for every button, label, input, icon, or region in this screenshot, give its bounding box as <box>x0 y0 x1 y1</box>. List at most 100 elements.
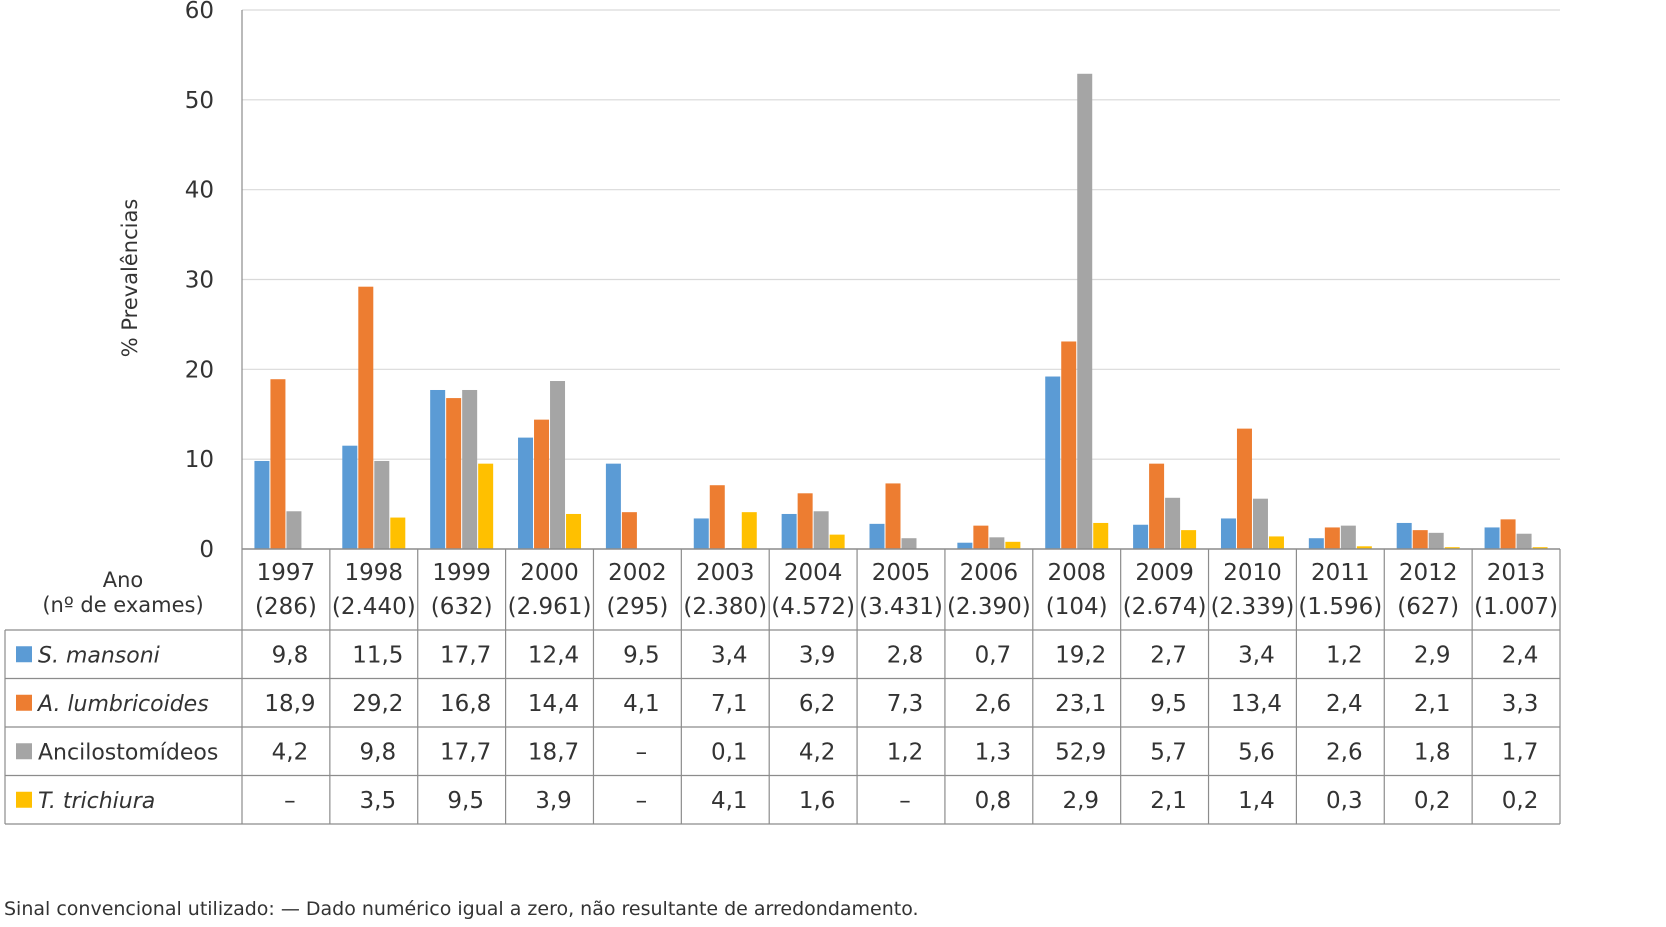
bar-ancilostom-deos-2009 <box>1165 497 1181 549</box>
category-year: 2005 <box>872 560 931 586</box>
data-cell: 19,2 <box>1055 642 1106 668</box>
data-cell: 13,4 <box>1231 691 1282 717</box>
bar-ancilostom-deos-2010 <box>1252 498 1268 549</box>
data-cell: 9,5 <box>447 788 484 814</box>
data-cell: 4,1 <box>623 691 660 717</box>
bar-t-trichiura-2000 <box>566 513 582 549</box>
data-cell: 4,2 <box>799 739 836 765</box>
data-cell: 52,9 <box>1055 739 1106 765</box>
bar-a-lumbricoides-2009 <box>1149 463 1165 549</box>
bar-a-lumbricoides-2011 <box>1324 527 1340 549</box>
category-year: 1998 <box>345 560 404 586</box>
legend-swatch <box>16 791 32 808</box>
data-cell: 16,8 <box>440 691 491 717</box>
data-cell: – <box>899 788 911 814</box>
data-cell: – <box>284 788 296 814</box>
data-cell: 1,2 <box>1326 642 1363 668</box>
bar-t-trichiura-1998 <box>390 517 406 549</box>
data-cell: 29,2 <box>352 691 403 717</box>
category-exams: (104) <box>1046 594 1108 620</box>
bar-ancilostom-deos-2008 <box>1077 73 1093 549</box>
bar-a-lumbricoides-2012 <box>1412 530 1428 549</box>
bar-s-mansoni-2012 <box>1396 522 1412 549</box>
bar-ancilostom-deos-2013 <box>1516 533 1532 549</box>
data-cell: 4,1 <box>711 788 748 814</box>
bar-s-mansoni-2003 <box>693 518 709 549</box>
data-cell: 5,7 <box>1150 739 1187 765</box>
data-cell: 17,7 <box>440 739 491 765</box>
category-exams: (286) <box>255 594 317 620</box>
bar-s-mansoni-2004 <box>781 513 797 549</box>
bar-s-mansoni-1998 <box>342 445 358 549</box>
bar-s-mansoni-2013 <box>1484 527 1500 549</box>
category-year: 1999 <box>432 560 491 586</box>
data-cell: 23,1 <box>1055 691 1106 717</box>
data-cell: 2,1 <box>1150 788 1187 814</box>
data-cell: 11,5 <box>352 642 403 668</box>
legend-label: A. lumbricoides <box>36 692 209 717</box>
data-cell: 1,2 <box>887 739 924 765</box>
data-cell: 9,8 <box>272 642 309 668</box>
data-cell: 5,6 <box>1238 739 1275 765</box>
bar-s-mansoni-2008 <box>1045 376 1061 549</box>
bar-s-mansoni-2009 <box>1133 524 1149 549</box>
category-exams: (4.572) <box>771 594 855 620</box>
category-year: 2013 <box>1487 560 1546 586</box>
data-cell: 0,2 <box>1414 788 1451 814</box>
data-cell: 1,6 <box>799 788 836 814</box>
category-exams: (632) <box>431 594 493 620</box>
data-cell: 2,8 <box>887 642 924 668</box>
category-exams: (2.961) <box>508 594 592 620</box>
bars <box>254 73 1548 549</box>
category-year: 2010 <box>1223 560 1282 586</box>
y-axis: 0 10 20 30 40 50 60 <box>185 0 243 563</box>
data-cell: 0,2 <box>1502 788 1539 814</box>
category-exams: (2.440) <box>332 594 416 620</box>
data-cell: 3,4 <box>1238 642 1275 668</box>
data-cell: 3,3 <box>1502 691 1539 717</box>
data-cell: 9,5 <box>1150 691 1187 717</box>
bar-a-lumbricoides-2000 <box>534 419 550 549</box>
bar-ancilostom-deos-2004 <box>813 511 829 549</box>
bar-t-trichiura-2010 <box>1268 536 1284 549</box>
legend-swatch <box>16 694 32 711</box>
y-axis-label: % Prevalências <box>118 199 142 358</box>
category-year: 2009 <box>1135 560 1194 586</box>
category-year: 2000 <box>520 560 579 586</box>
category-exams: (2.674) <box>1123 594 1207 620</box>
bar-t-trichiura-2011 <box>1356 546 1372 549</box>
category-year: 2002 <box>608 560 667 586</box>
y-tick-label: 30 <box>185 268 214 294</box>
data-cell: 2,4 <box>1502 642 1539 668</box>
row-header-year: Ano <box>103 568 144 592</box>
y-tick-label: 40 <box>185 178 214 204</box>
data-cell: 2,4 <box>1326 691 1363 717</box>
data-cell: 0,7 <box>975 642 1012 668</box>
bar-ancilostom-deos-2012 <box>1428 532 1444 549</box>
data-cell: 3,9 <box>535 788 572 814</box>
data-cell: – <box>636 788 648 814</box>
bar-a-lumbricoides-2008 <box>1061 341 1077 549</box>
data-cell: 0,3 <box>1326 788 1363 814</box>
data-cell: 1,8 <box>1414 739 1451 765</box>
y-tick-label: 20 <box>185 357 214 383</box>
bar-a-lumbricoides-2010 <box>1236 428 1252 549</box>
category-exams: (1.596) <box>1298 594 1382 620</box>
y-tick-label: 50 <box>185 88 214 114</box>
bar-t-trichiura-2004 <box>829 534 845 549</box>
legend-label: S. mansoni <box>38 643 160 668</box>
bar-a-lumbricoides-2002 <box>621 512 637 549</box>
data-cell: 17,7 <box>440 642 491 668</box>
gridlines <box>242 9 1560 460</box>
category-exams: (1.007) <box>1474 594 1558 620</box>
bar-s-mansoni-2000 <box>518 437 534 549</box>
bar-t-trichiura-2008 <box>1093 522 1109 549</box>
legend-swatch <box>16 743 32 760</box>
row-header-exams: (nº de exames) <box>42 593 203 617</box>
bar-s-mansoni-1999 <box>430 389 446 549</box>
data-cell: 2,1 <box>1414 691 1451 717</box>
bar-ancilostom-deos-1998 <box>374 460 390 549</box>
data-cell: 1,3 <box>975 739 1012 765</box>
data-cell: 3,4 <box>711 642 748 668</box>
